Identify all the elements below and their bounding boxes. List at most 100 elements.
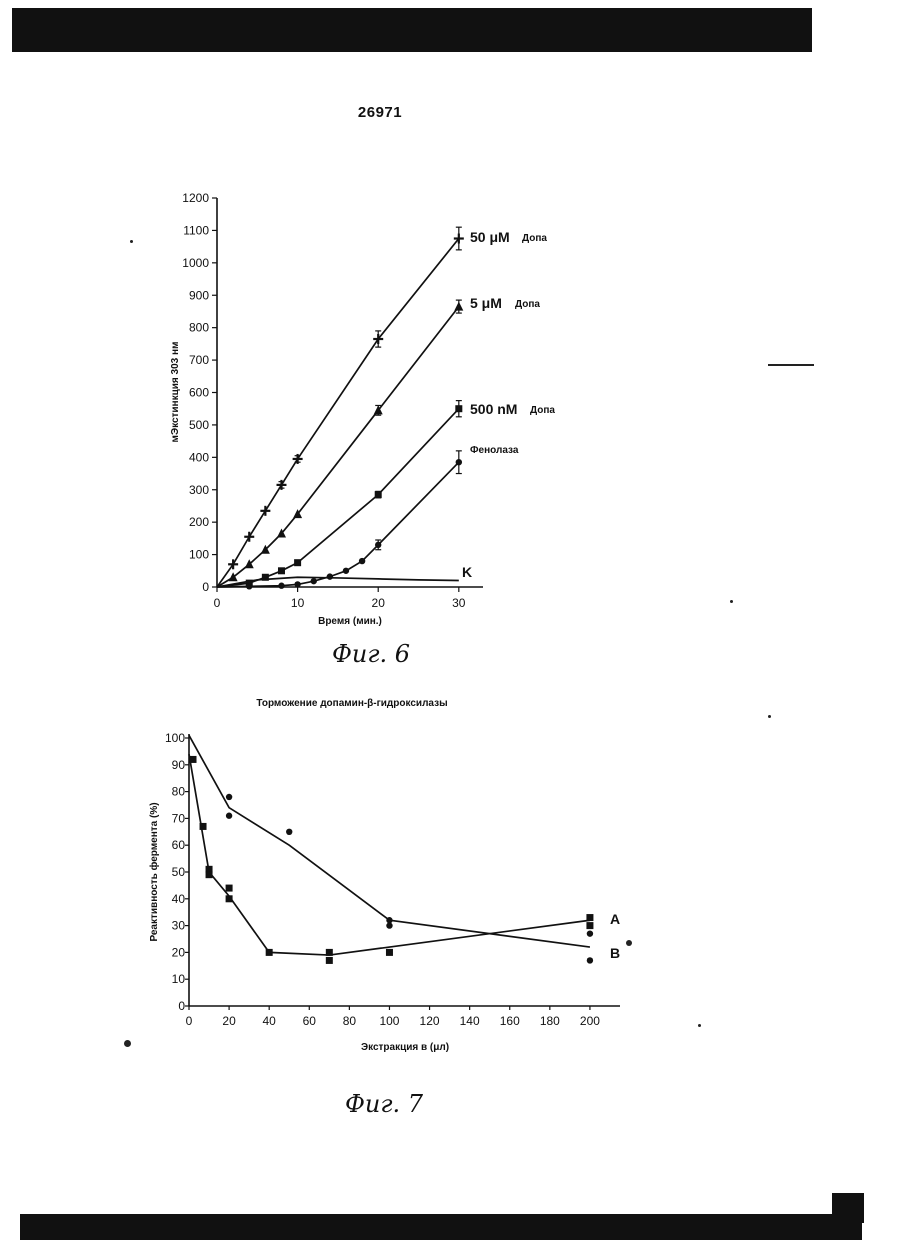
series-label: 5 μM: [470, 295, 502, 311]
data-point: [244, 532, 254, 542]
y-tick-label: 300: [189, 483, 209, 497]
y-tick-label: 20: [172, 945, 186, 959]
x-tick-label: 160: [500, 1014, 520, 1028]
y-tick-label: 400: [189, 450, 209, 464]
y-tick-label: 700: [189, 353, 209, 367]
figure-6-caption: Фиг. 6: [332, 640, 410, 668]
x-tick-label: 0: [186, 1014, 193, 1028]
y-tick-label: 1200: [182, 191, 209, 205]
y-tick-label: 0: [178, 999, 185, 1013]
data-point: [246, 583, 252, 589]
data-point: [326, 949, 333, 956]
x-tick-label: 200: [580, 1014, 600, 1028]
scan-border-bottom: [20, 1214, 862, 1240]
y-tick-label: 0: [202, 580, 209, 594]
x-tick-label: 20: [372, 596, 386, 610]
data-point: [278, 583, 284, 589]
data-point: [206, 871, 213, 878]
data-point: [226, 813, 232, 819]
x-tick-label: 100: [379, 1014, 399, 1028]
series-label-suffix: Допа: [515, 299, 540, 310]
series-label: 500 nM: [470, 401, 517, 417]
data-point: [226, 885, 233, 892]
y-tick-label: 10: [172, 972, 186, 986]
data-point: [587, 957, 593, 963]
series-label: A: [610, 911, 620, 927]
data-point: [375, 491, 382, 498]
series-label: 50 μM: [470, 229, 510, 245]
series-line: [189, 735, 590, 947]
data-point: [327, 573, 333, 579]
y-tick-label: 60: [172, 838, 186, 852]
data-point: [260, 506, 270, 516]
y-tick-label: 30: [172, 919, 186, 933]
y-tick-label: 100: [165, 731, 185, 745]
figure-6-chart: 0 100 200 300 400 500 600 700 800 900 1000 1100 1200…: [0, 150, 900, 640]
x-tick-label: 80: [343, 1014, 357, 1028]
y-tick-label: 90: [172, 758, 186, 772]
data-point: [200, 823, 207, 830]
data-point: [455, 405, 462, 412]
scan-speck: [698, 1024, 701, 1027]
x-tick-label: 30: [452, 596, 466, 610]
series-line: [217, 239, 459, 587]
x-tick-label: 40: [263, 1014, 277, 1028]
series-label: B: [610, 945, 620, 961]
data-point: [454, 302, 463, 311]
y-tick-label: 800: [189, 321, 209, 335]
series-label-suffix: Допа: [530, 405, 555, 416]
x-tick-label: 180: [540, 1014, 560, 1028]
page-number: 26971: [340, 104, 420, 121]
y-axis-label: мЭкстинкция 303 нм: [170, 342, 181, 443]
y-tick-label: 100: [189, 548, 209, 562]
x-axis-label: Экстракция в (μл): [361, 1042, 449, 1053]
data-point: [190, 756, 197, 763]
scan-border-top: [12, 8, 812, 52]
chart-title: Торможение допамин-β-гидроксилазы: [256, 698, 447, 709]
series-label-suffix: Допа: [522, 233, 547, 244]
data-point: [226, 895, 233, 902]
y-tick-label: 50: [172, 865, 186, 879]
scan-speck: [730, 600, 733, 603]
scan-speck: [626, 940, 632, 946]
y-tick-label: 80: [172, 785, 186, 799]
data-point: [343, 568, 349, 574]
data-point: [266, 949, 273, 956]
data-point: [586, 922, 593, 929]
x-tick-label: 20: [222, 1014, 236, 1028]
data-point: [276, 480, 286, 490]
data-point: [359, 558, 365, 564]
data-point: [278, 567, 285, 574]
data-point: [326, 957, 333, 964]
data-point: [311, 578, 317, 584]
scan-speck: [768, 364, 814, 366]
y-tick-label: 500: [189, 418, 209, 432]
series-label: Фенолаза: [470, 445, 519, 456]
data-point: [375, 542, 381, 548]
y-axis-label: Реактивность фермента (%): [148, 802, 160, 941]
data-point: [293, 454, 303, 464]
data-point: [456, 459, 462, 465]
x-tick-label: 10: [291, 596, 305, 610]
y-tick-label: 1100: [183, 223, 209, 237]
series-label: K: [462, 564, 472, 580]
data-point: [386, 949, 393, 956]
figure-7-chart: Торможение допамин-β-гидроксилазы 0 10 20 30…: [0, 690, 900, 1080]
x-axis-label: Время (мин.): [318, 616, 382, 627]
y-tick-label: 40: [172, 892, 186, 906]
x-tick-label: 140: [460, 1014, 480, 1028]
scan-speck: [124, 1040, 131, 1047]
y-tick-label: 900: [189, 288, 209, 302]
data-point: [587, 930, 593, 936]
x-tick-label: 60: [303, 1014, 317, 1028]
y-tick-label: 1000: [182, 256, 209, 270]
y-tick-label: 600: [189, 386, 209, 400]
scan-speck: [130, 240, 133, 243]
data-point: [386, 922, 392, 928]
data-point: [286, 829, 292, 835]
y-tick-label: 200: [189, 515, 209, 529]
scan-speck: [768, 715, 771, 718]
data-point: [586, 914, 593, 921]
y-tick-label: 70: [172, 811, 186, 825]
x-tick-label: 120: [420, 1014, 440, 1028]
